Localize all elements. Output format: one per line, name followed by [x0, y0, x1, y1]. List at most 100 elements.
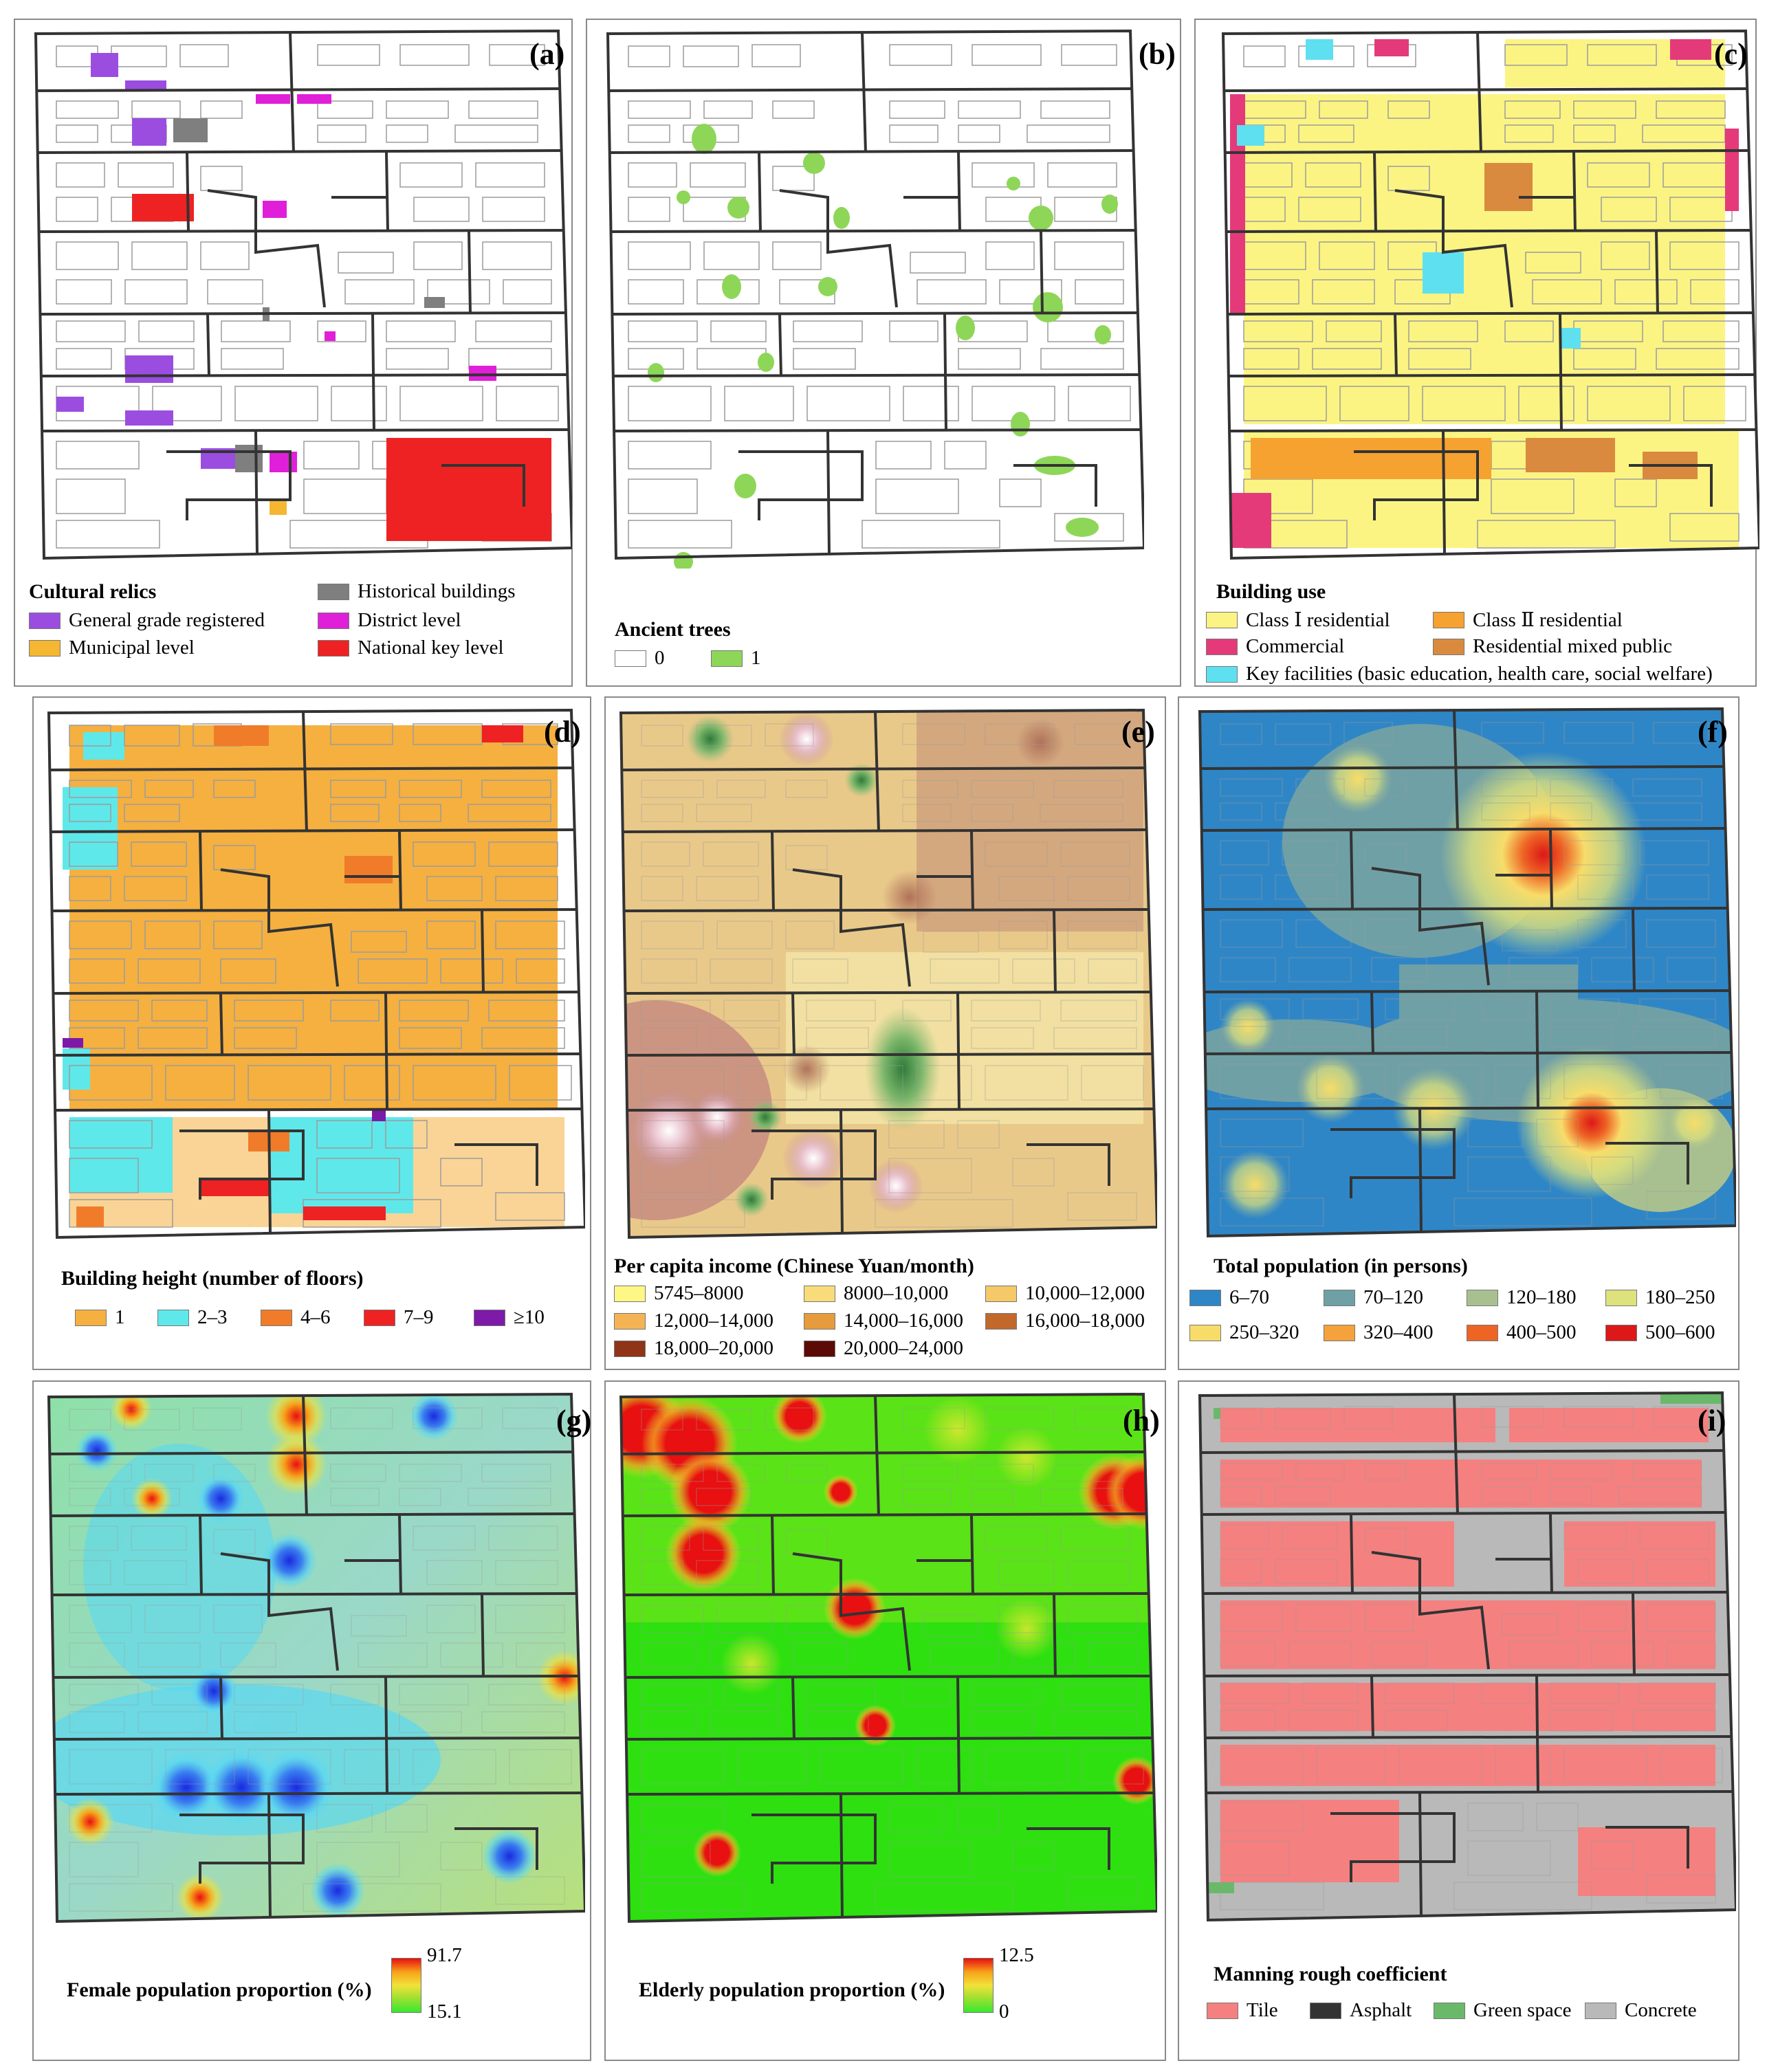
height-2-3 [69, 1117, 173, 1193]
map-manning-coefficient [1198, 1391, 1736, 1921]
relic-district [297, 94, 331, 104]
height-7-9 [303, 1206, 386, 1220]
panel-c: (c) Building use Class Ⅰ residential Cla… [1194, 19, 1759, 687]
tree [818, 277, 837, 296]
height-4-6 [344, 856, 393, 883]
relic-general [125, 80, 166, 90]
legend-title: Total population (in persons) [1214, 1255, 1468, 1277]
relic-national [132, 194, 194, 221]
colorbar-elderly [963, 1958, 994, 2013]
tree [758, 353, 774, 372]
panel-h: (h) Elderly population proportion (%) 12… [604, 1380, 1166, 2061]
relic-general [132, 118, 166, 146]
relic-municipal [270, 500, 287, 515]
panel-label: (a) [529, 37, 565, 71]
height-10 [372, 1110, 386, 1121]
panel-label: (d) [544, 715, 581, 749]
legend-item: 12,000–14,000 [614, 1310, 773, 1332]
use-commercial [1230, 493, 1271, 548]
relic-district [256, 94, 290, 104]
use-commercial [1725, 129, 1739, 211]
legend-item: Key facilities (basic education, health … [1206, 663, 1713, 685]
relic-historical [235, 445, 263, 472]
legend-item: Tile [1207, 1999, 1278, 2022]
legend-item: 8000–10,000 [804, 1282, 948, 1305]
map-building-use [1222, 30, 1759, 560]
panel-a: (a) Cultural relics General grade regist… [14, 19, 573, 687]
use-residential-ii [1251, 438, 1491, 479]
legend-title: Elderly population proportion (%) [639, 1979, 945, 2001]
colorbar-min: 15.1 [427, 2001, 462, 2023]
tree [1033, 292, 1063, 322]
use-commercial [1670, 39, 1711, 60]
map-total-population [1198, 707, 1736, 1237]
relic-district [469, 366, 496, 381]
tree [648, 363, 664, 382]
legend-title: Per capita income (Chinese Yuan/month) [614, 1255, 974, 1277]
surface-tile [1220, 1600, 1715, 1669]
panel-f: (f) Total population (in persons) 6–70 7… [1178, 696, 1739, 1370]
legend-item: ≥10 [474, 1306, 545, 1329]
tree [1007, 177, 1020, 190]
legend-item: 4–6 [261, 1306, 331, 1329]
panel-b: (b) Ancient trees 0 1 [586, 19, 1181, 687]
relic-historical [424, 297, 445, 308]
legend-title: Building height (number of floors) [61, 1267, 364, 1290]
legend-item: Concrete [1585, 1999, 1697, 2022]
legend-item: 5745–8000 [614, 1282, 744, 1305]
legend-item: 250–320 [1189, 1321, 1299, 1344]
tree [833, 207, 850, 229]
use-key-facility [1560, 328, 1581, 349]
colorbar-female [391, 1958, 421, 2013]
panel-label: (c) [1714, 37, 1748, 71]
relic-district [325, 331, 336, 341]
legend-item: Municipal level [29, 637, 195, 659]
legend-item: 14,000–16,000 [804, 1310, 963, 1332]
legend-title: Female population proportion (%) [67, 1979, 372, 2001]
height-2-3 [269, 1117, 413, 1213]
use-commercial [1230, 94, 1245, 314]
relic-general [125, 355, 173, 383]
map-cultural-relics [34, 30, 572, 560]
relic-district [270, 452, 297, 472]
legend-item: 10,000–12,000 [985, 1282, 1145, 1305]
surface-tile [1220, 1459, 1702, 1508]
relic-general [91, 53, 118, 77]
tree [722, 274, 741, 299]
panel-label: (e) [1121, 715, 1155, 749]
legend-item: Commercial [1206, 635, 1344, 658]
panel-g: (g) Female population proportion (%) 91.… [32, 1380, 591, 2061]
surface-tile [1220, 1683, 1715, 1731]
colorbar-min: 0 [999, 2001, 1009, 2023]
tree [956, 316, 975, 340]
height-4-6 [214, 725, 269, 746]
panel-label: (b) [1139, 37, 1176, 71]
surface-tile [1220, 1745, 1715, 1786]
tree [734, 474, 756, 498]
legend-item: National key level [318, 637, 504, 659]
relic-national [386, 438, 551, 541]
map-elderly-proportion [619, 1393, 1157, 1923]
map-female-proportion [47, 1393, 585, 1923]
panel-e: (e) Per capita income (Chinese Yuan/mont… [604, 696, 1166, 1370]
panel-d: (d) Building height (number of floors) 1… [32, 696, 591, 1370]
panel-label: (g) [556, 1404, 592, 1437]
legend-item: 18,000–20,000 [614, 1337, 773, 1360]
height-2-3 [63, 787, 118, 870]
legend-title: Building use [1216, 580, 1326, 603]
colorbar-max: 12.5 [999, 1944, 1034, 1966]
map-per-capita-income [619, 709, 1157, 1239]
tree [803, 152, 825, 174]
panel-label: (h) [1123, 1404, 1160, 1437]
legend-item: Green space [1434, 1999, 1572, 2022]
map-building-height [47, 709, 585, 1239]
panel-i: (i) Manning rough coefficient Tile Aspha… [1178, 1380, 1739, 2061]
legend-item: 16,000–18,000 [985, 1310, 1145, 1332]
legend-item: 500–600 [1605, 1321, 1715, 1344]
tree [1101, 195, 1118, 214]
legend-item: Residential mixed public [1433, 635, 1672, 658]
legend-item: 120–180 [1467, 1286, 1577, 1309]
height-10 [63, 1038, 83, 1048]
panel-label: (i) [1698, 1404, 1726, 1437]
tree [677, 190, 690, 204]
